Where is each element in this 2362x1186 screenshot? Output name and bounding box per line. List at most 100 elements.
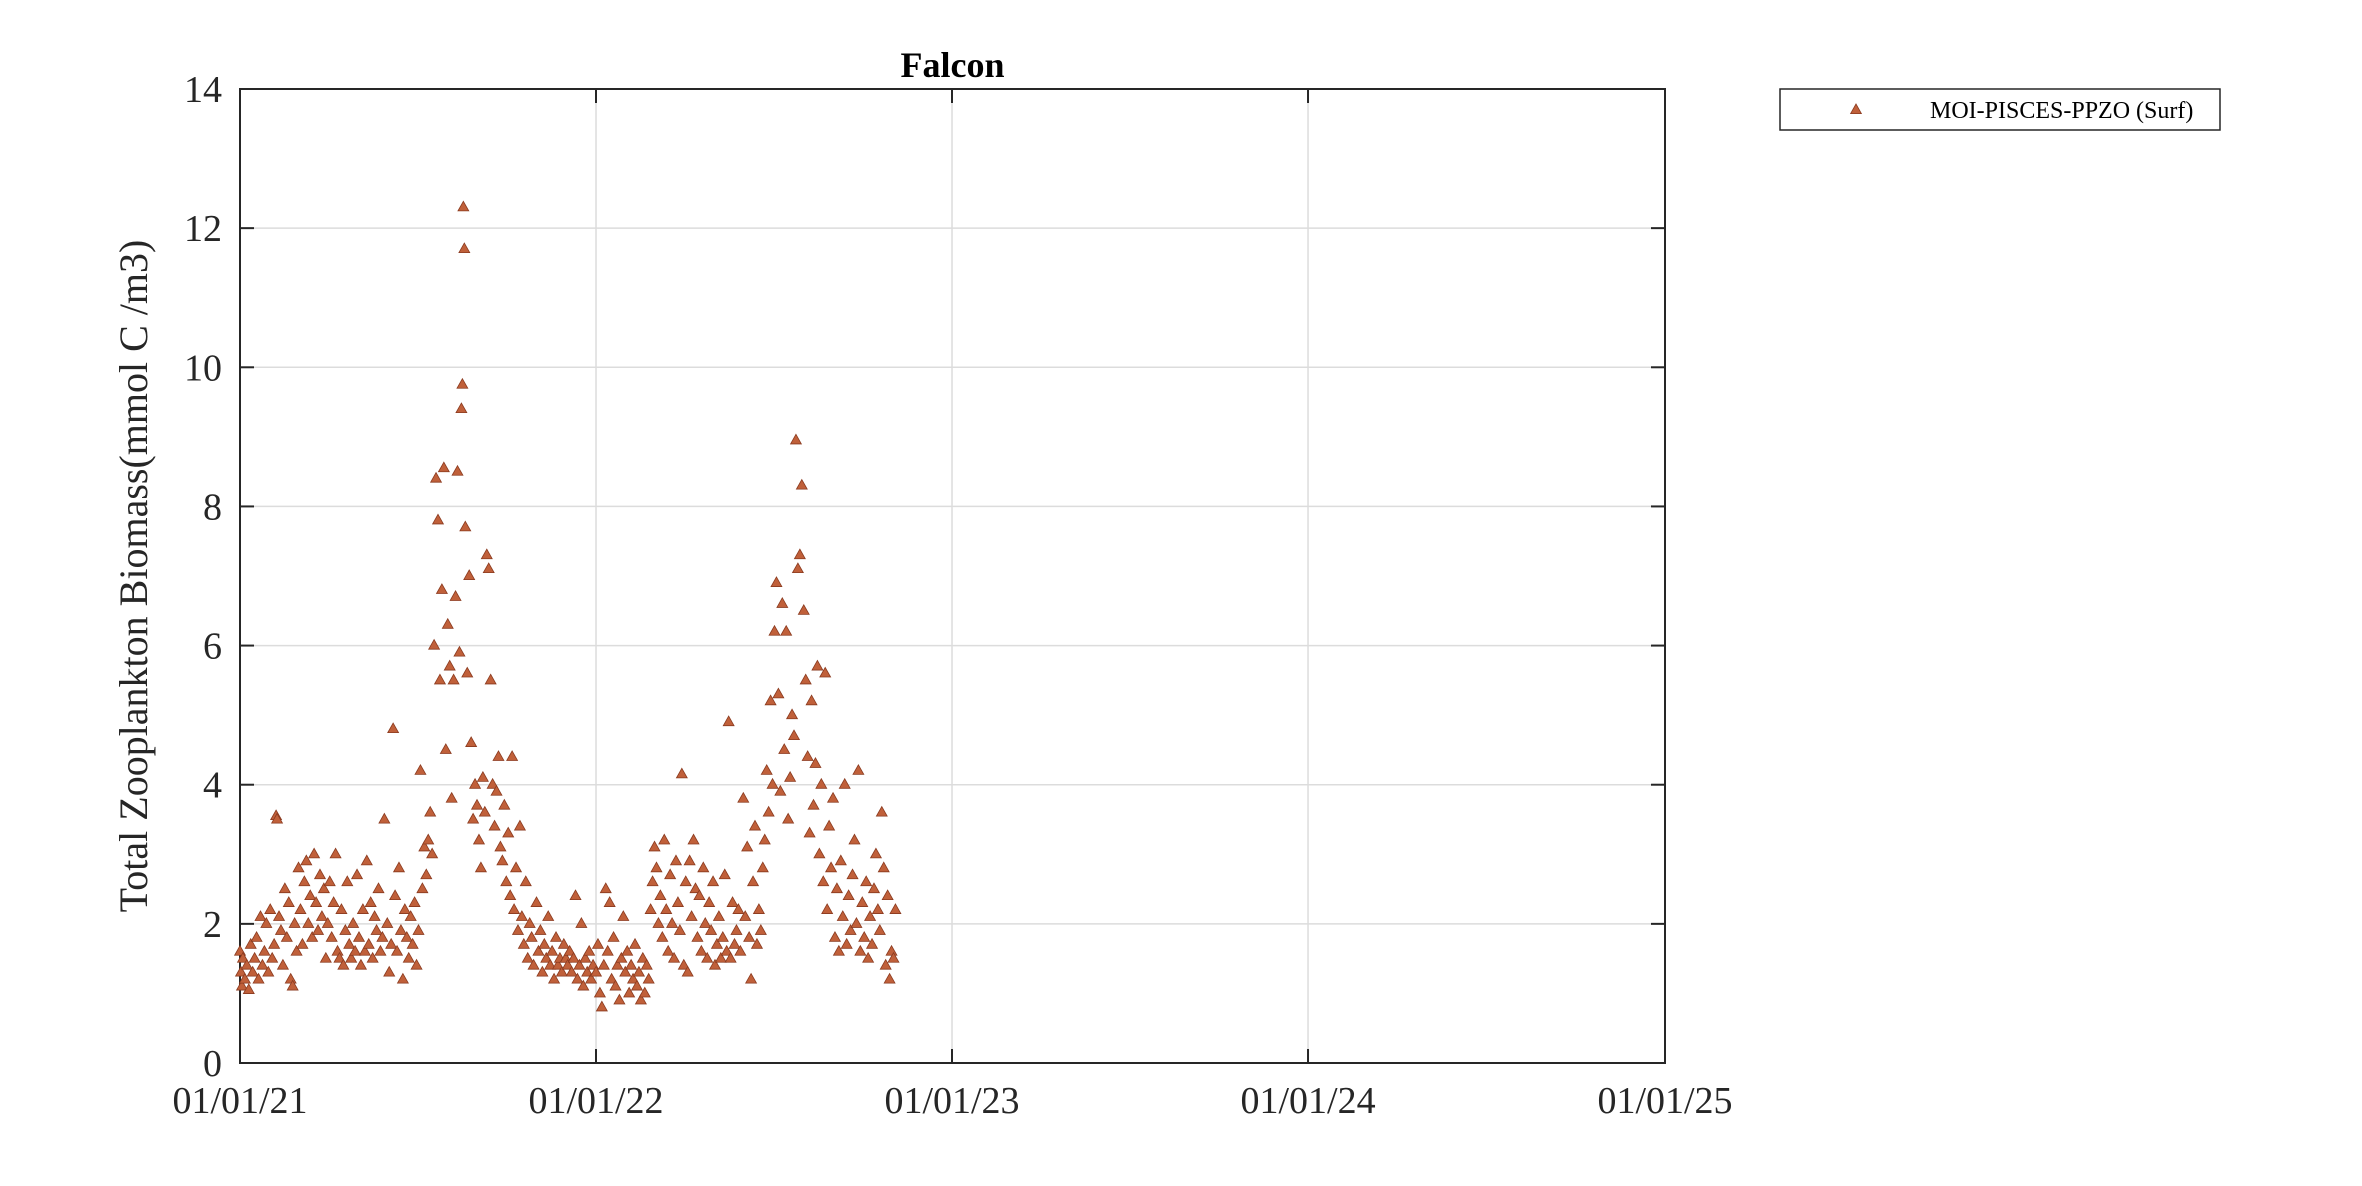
x-tick-label: 01/01/21 [172,1080,307,1122]
data-point-triangle [640,958,653,970]
data-point-triangle [648,840,661,852]
data-point-triangle [465,736,478,747]
data-point-triangle [335,903,348,914]
data-point-triangle [506,750,519,761]
data-point-triangle [341,875,354,887]
data-point-triangle [360,854,373,866]
data-point-triangle [583,944,596,956]
data-point-triangle [349,944,362,956]
data-point-triangle [813,847,826,859]
data-point-triangle [852,763,865,775]
data-point-triangle [743,930,756,942]
data-point-triangle [737,791,750,803]
data-point-triangle [331,944,344,956]
data-point-triangle [826,791,840,803]
data-point-triangle [780,624,793,636]
data-point-triangle [542,910,555,921]
data-point-triangle [484,673,497,685]
data-point-triangle [871,903,884,914]
data-point-triangle [362,937,375,949]
data-point-triangle [752,903,765,914]
data-point-triangle [658,833,671,845]
data-point-triangle [754,923,767,935]
legend: MOI-PISCES-PPZO (Surf) [1779,88,2221,131]
data-point-triangle [525,930,538,942]
data-point-triangle [589,965,603,977]
data-point-triangle [617,910,630,921]
data-point-triangle [308,847,321,859]
data-point-triangle [406,937,419,949]
data-point-triangle [496,854,509,866]
data-point-triangle [266,951,279,963]
data-point-triangle [669,854,683,866]
data-point-triangle [527,958,540,970]
data-point-triangle [683,854,696,866]
y-tick-label: 10 [184,347,222,389]
data-point-triangle [646,875,659,887]
data-point-triangle [345,951,358,963]
data-point-triangle [325,930,338,942]
data-point-triangle [288,917,301,928]
data-point-triangle [410,958,423,970]
data-point-triangle [327,896,340,907]
data-point-triangle [625,958,638,970]
data-point-triangle [240,958,253,970]
data-point-triangle [840,937,853,949]
data-point-triangle [429,471,443,483]
data-point-triangle [234,965,248,977]
data-point-triangle [439,743,452,754]
data-point-triangle [236,951,250,963]
data-point-triangle [815,777,828,789]
data-point-triangle [356,903,369,914]
data-point-triangle [732,903,745,914]
data-point-triangle [567,951,580,963]
data-point-triangle [511,923,525,935]
data-point-triangle [388,889,402,901]
data-point-triangle [463,569,476,580]
data-point-triangle [862,951,875,963]
data-point-triangle [867,882,881,894]
data-point-triangle [488,819,501,831]
data-point-triangle [848,833,861,845]
data-point-triangle [577,979,590,991]
y-axis-tick-labels: 0 2 4 6 8 10 12 14 [184,69,222,1085]
legend-entry-label: MOI-PISCES-PPZO (Surf) [1930,98,2193,124]
data-point-triangle [517,937,530,949]
data-point-triangle [476,770,489,782]
data-point-triangle [652,917,665,928]
data-point-triangle [797,603,810,615]
data-point-triangle [722,715,735,727]
data-point-triangle [453,645,466,657]
data-point-triangle [250,930,263,942]
data-point-triangle [656,930,669,942]
data-point-triangle [400,930,413,942]
data-point-triangle [791,562,804,574]
data-point-triangle [603,896,616,907]
data-point-triangle [601,944,614,956]
data-point-triangle [455,402,468,414]
data-point-triangle [654,889,667,901]
data-point-triangle [701,951,714,963]
data-point-triangle [619,965,632,977]
data-point-triangle [846,868,859,880]
data-point-triangle [718,868,731,880]
data-point-triangle [302,917,315,928]
data-point-triangle [498,798,511,810]
data-point-triangle [664,868,677,880]
data-point-triangle [549,930,563,942]
data-point-triangle [258,944,271,956]
data-point-triangle [329,847,342,859]
data-point-triangle [422,833,435,845]
data-point-triangle [595,1000,608,1012]
data-point-triangle [762,805,775,817]
data-point-triangle [449,590,462,601]
data-point-triangle [546,944,559,956]
grid-lines [240,89,1665,1063]
data-point-triangle [821,903,834,914]
data-point-triangle [480,548,493,560]
data-point-triangle [260,917,273,928]
data-point-triangle [507,903,521,914]
data-point-triangle [333,951,346,963]
data-point-triangle [383,965,396,977]
data-point-triangle [824,861,838,873]
